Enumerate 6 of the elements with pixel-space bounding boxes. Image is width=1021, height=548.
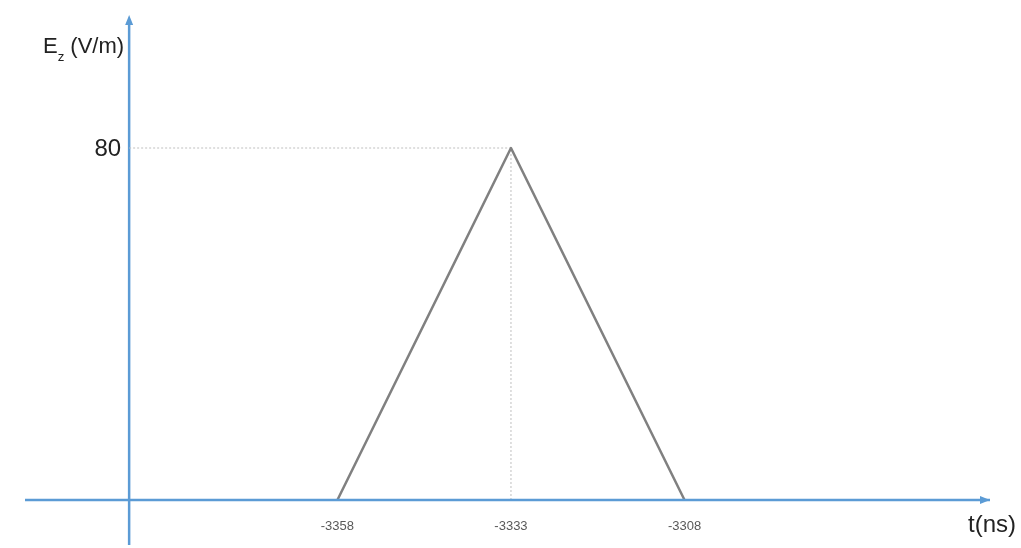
annotation: 80 — [94, 134, 122, 162]
x-axis-title: t(ns) — [968, 510, 1016, 537]
x-tick-label: -3308 — [667, 518, 702, 533]
x-tick-label: -3333 — [494, 518, 528, 533]
x-tick-label: -3358 — [320, 518, 355, 533]
y-axis-title: E$_{z}$ (V/m) — [42, 33, 125, 64]
